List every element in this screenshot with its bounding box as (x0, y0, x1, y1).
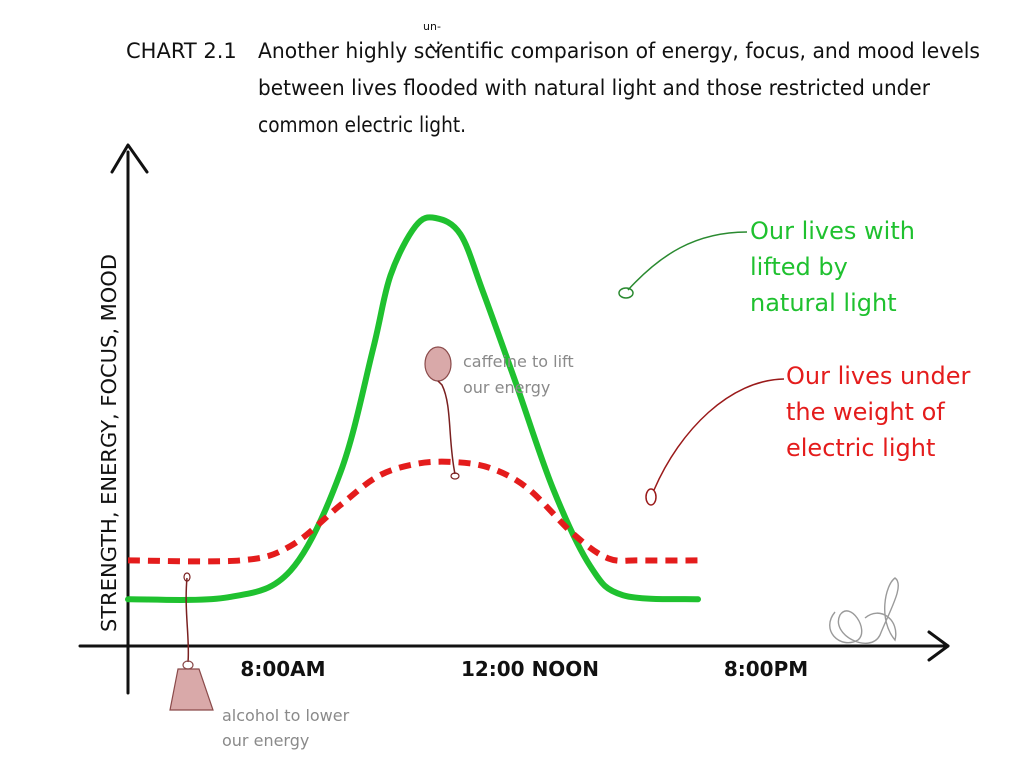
annotation-text: our energy (222, 731, 309, 750)
series-label-line: natural light (750, 289, 897, 317)
chart-title-line-2: between lives flooded with natural light… (258, 76, 930, 100)
annotation-caffeine: caffeine to lift our energy (424, 346, 574, 480)
x-axis-arrow-icon (927, 630, 950, 662)
series-label-line: Our lives with (750, 217, 915, 245)
balloon-icon (424, 346, 452, 382)
weight-handle (182, 660, 194, 670)
chart-title-insert: un- (423, 20, 441, 33)
series-label-natural-light: Our lives with lifted by natural light (750, 217, 915, 317)
leader-marker (645, 488, 657, 506)
series-label-line: lifted by (750, 253, 848, 281)
x-tick-label: 8:00PM (724, 657, 808, 681)
leader-line-electric-light (653, 378, 785, 491)
leader-marker (618, 287, 634, 299)
chart-title-line-1: Another highly scientific comparison of … (258, 39, 980, 63)
series-label-line: Our lives under (786, 362, 970, 390)
series-line-electric-light (127, 458, 699, 565)
x-tick-label: 8:00AM (240, 657, 325, 681)
annotation-text: our energy (463, 378, 550, 397)
x-tick-label: 12:00 NOON (461, 657, 599, 681)
balloon-string (437, 380, 456, 475)
chart-title: CHART 2.1 Another highly scientific comp… (126, 20, 980, 137)
annotation-text: alcohol to lower (222, 706, 350, 725)
weight-string (185, 577, 190, 663)
leader-line-natural-light (627, 231, 748, 291)
series-line-natural-light (125, 214, 701, 603)
series-label-line: the weight of (786, 398, 945, 426)
annotation-text: caffeine to lift (463, 352, 574, 371)
series-label-line: electric light (786, 434, 935, 462)
annotation-alcohol: alcohol to lower our energy (169, 572, 350, 750)
axes (78, 143, 950, 695)
y-axis-arrow-icon (110, 143, 149, 174)
caret-mark (429, 43, 443, 54)
chart-title-prefix: CHART 2.1 (126, 39, 237, 63)
series-label-electric-light: Our lives under the weight of electric l… (786, 362, 970, 462)
weight-icon (169, 668, 214, 711)
balloon-anchor (450, 472, 460, 480)
x-ticks: 8:00AM 12:00 NOON 8:00PM (240, 657, 808, 681)
chart-title-line-3: common electric light. (258, 113, 466, 137)
scribble-mark (829, 577, 899, 644)
weight-anchor (183, 572, 191, 582)
y-axis-label: STRENGTH, ENERGY, FOCUS, MOOD (97, 254, 121, 632)
